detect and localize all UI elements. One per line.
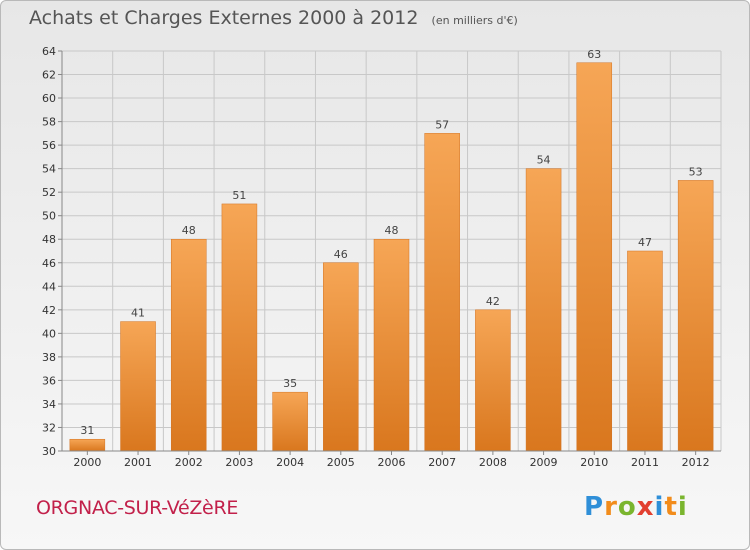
y-tick-label: 48 — [42, 233, 56, 246]
y-tick-label: 58 — [42, 116, 56, 129]
bar-2009 — [525, 168, 562, 452]
x-tick-label-2012: 2012 — [682, 456, 710, 469]
bar-2008 — [475, 309, 511, 452]
y-tick-label: 46 — [42, 257, 56, 270]
value-label-2007: 57 — [435, 118, 449, 131]
y-tick-label: 56 — [42, 139, 56, 152]
value-label-2009: 54 — [537, 154, 551, 167]
bar-2011 — [627, 250, 663, 452]
axes: 30 32 34 36 38 40 42 44 46 48 50 52 54 56 58 60 62 64 2000… — [42, 45, 721, 469]
y-tick-label: 60 — [42, 92, 56, 105]
y-tick-label: 62 — [42, 69, 56, 82]
bar-2000 — [69, 438, 106, 452]
x-tick-label-2006: 2006 — [378, 456, 406, 469]
x-tick-label-2001: 2001 — [124, 456, 152, 469]
value-label-2003: 51 — [232, 189, 246, 202]
x-tick-label-2000: 2000 — [73, 456, 101, 469]
commune-name: ORGNAC-SUR-VéZèRE — [36, 497, 239, 519]
y-tick-label: 64 — [42, 45, 56, 58]
x-tick-label-2009: 2009 — [530, 456, 558, 469]
y-tick-label: 40 — [42, 327, 56, 340]
x-tick-label-2004: 2004 — [276, 456, 304, 469]
y-tick-label: 36 — [42, 374, 56, 387]
chart-unit: (en milliers d'€) — [431, 14, 518, 27]
value-label-2008: 42 — [486, 295, 500, 308]
bar-2007 — [424, 133, 460, 452]
bar-2001 — [120, 321, 156, 452]
x-tick-label-2007: 2007 — [428, 456, 456, 469]
bars — [69, 62, 714, 452]
value-label-2002: 48 — [182, 224, 196, 237]
chart-title: Achats et Charges Externes 2000 à 2012 (… — [29, 7, 518, 29]
y-tick-label: 50 — [42, 210, 56, 223]
value-label-2004: 35 — [283, 377, 297, 390]
y-tick-label: 34 — [42, 398, 56, 411]
bar-2006 — [373, 238, 410, 452]
x-tick-label-2011: 2011 — [631, 456, 659, 469]
value-label-2010: 63 — [587, 48, 601, 61]
bar-2002 — [170, 238, 207, 452]
bar-2010 — [576, 62, 613, 452]
y-tick-label: 38 — [42, 351, 56, 364]
value-label-2006: 48 — [385, 224, 399, 237]
x-tick-label-2003: 2003 — [225, 456, 253, 469]
bar-2012 — [677, 180, 714, 452]
y-tick-label: 52 — [42, 186, 56, 199]
y-tick-label: 32 — [42, 421, 56, 434]
chart-title-text: Achats et Charges Externes 2000 à 2012 — [29, 7, 419, 29]
y-tick-label: 44 — [42, 280, 56, 293]
value-label-2012: 53 — [689, 165, 703, 178]
value-labels: 31 41 48 51 35 46 48 57 42 54 63 47 53 — [80, 48, 702, 437]
x-tick-label-2002: 2002 — [175, 456, 203, 469]
bar-2004 — [272, 391, 308, 452]
value-label-2005: 46 — [334, 248, 348, 261]
x-tick-label-2005: 2005 — [327, 456, 355, 469]
x-tick-label-2010: 2010 — [580, 456, 608, 469]
value-label-2000: 31 — [80, 424, 94, 437]
x-tick-label-2008: 2008 — [479, 456, 507, 469]
value-label-2011: 47 — [638, 236, 652, 249]
bar-2003 — [221, 203, 258, 452]
bar-2005 — [323, 262, 359, 452]
y-tick-label: 54 — [42, 163, 56, 176]
y-tick-label: 30 — [42, 445, 56, 458]
value-label-2001: 41 — [131, 307, 145, 320]
y-tick-label: 42 — [42, 304, 56, 317]
proxiti-logo: Proxiti — [584, 492, 688, 522]
